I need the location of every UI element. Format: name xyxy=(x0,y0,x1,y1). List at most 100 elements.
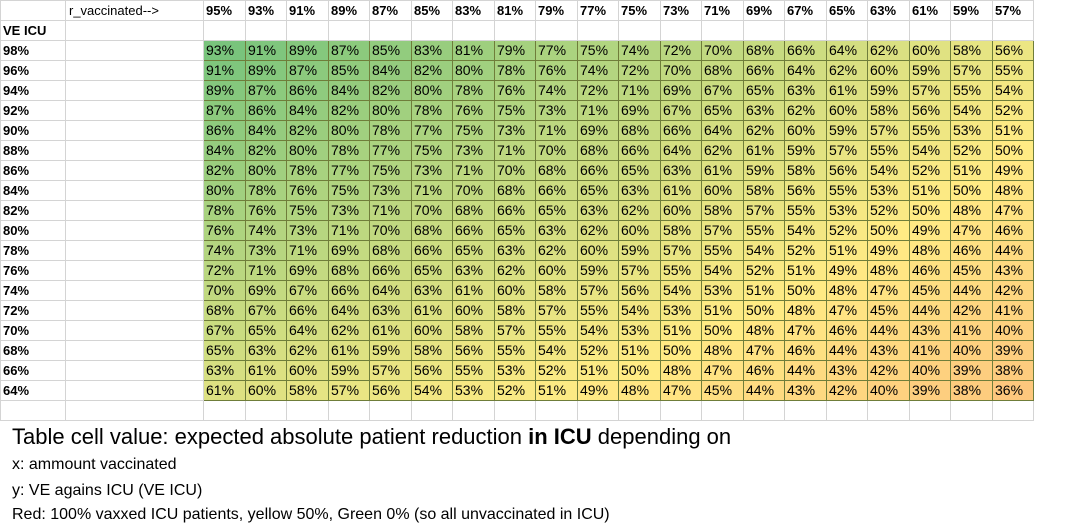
value-cell[interactable]: 60% xyxy=(411,320,453,341)
row-header-cell[interactable]: 88% xyxy=(0,140,66,161)
value-cell[interactable]: 60% xyxy=(909,40,951,61)
value-cell[interactable]: 80% xyxy=(203,180,246,201)
value-cell[interactable]: 63% xyxy=(369,300,412,321)
value-cell[interactable]: 73% xyxy=(535,100,578,121)
value-cell[interactable]: 53% xyxy=(867,180,910,201)
empty-cell[interactable] xyxy=(286,400,329,421)
value-cell[interactable]: 48% xyxy=(950,200,993,221)
value-cell[interactable]: 61% xyxy=(245,360,287,381)
value-cell[interactable]: 51% xyxy=(535,380,578,401)
value-cell[interactable]: 86% xyxy=(203,120,246,141)
value-cell[interactable]: 62% xyxy=(494,260,536,281)
empty-cell[interactable] xyxy=(867,400,910,421)
value-cell[interactable]: 54% xyxy=(660,280,702,301)
value-cell[interactable]: 62% xyxy=(286,340,329,361)
value-cell[interactable]: 76% xyxy=(452,100,495,121)
column-header-cell[interactable]: 87% xyxy=(369,0,412,21)
value-cell[interactable]: 50% xyxy=(701,320,744,341)
value-cell[interactable]: 77% xyxy=(328,160,370,181)
value-cell[interactable]: 82% xyxy=(286,120,329,141)
value-cell[interactable]: 70% xyxy=(535,140,578,161)
value-cell[interactable]: 58% xyxy=(867,100,910,121)
value-cell[interactable]: 49% xyxy=(867,240,910,261)
value-cell[interactable]: 57% xyxy=(618,260,661,281)
empty-cell[interactable] xyxy=(494,400,536,421)
value-cell[interactable]: 47% xyxy=(660,380,702,401)
value-cell[interactable]: 61% xyxy=(411,300,453,321)
column-header-cell[interactable]: 73% xyxy=(660,0,702,21)
value-cell[interactable]: 76% xyxy=(494,80,536,101)
value-cell[interactable]: 67% xyxy=(203,320,246,341)
row-header-cell[interactable]: 90% xyxy=(0,120,66,141)
value-cell[interactable]: 46% xyxy=(826,320,868,341)
empty-cell[interactable] xyxy=(535,400,578,421)
value-cell[interactable]: 76% xyxy=(245,200,287,221)
value-cell[interactable]: 74% xyxy=(618,40,661,61)
value-cell[interactable]: 42% xyxy=(950,300,993,321)
value-cell[interactable]: 63% xyxy=(535,220,578,241)
empty-cell[interactable] xyxy=(203,400,246,421)
value-cell[interactable]: 82% xyxy=(411,60,453,81)
value-cell[interactable]: 87% xyxy=(286,60,329,81)
value-cell[interactable]: 40% xyxy=(950,340,993,361)
empty-cell[interactable] xyxy=(452,20,495,41)
value-cell[interactable]: 60% xyxy=(245,380,287,401)
value-cell[interactable]: 44% xyxy=(992,240,1034,261)
value-cell[interactable]: 44% xyxy=(826,340,868,361)
value-cell[interactable]: 69% xyxy=(286,260,329,281)
value-cell[interactable]: 75% xyxy=(577,40,619,61)
value-cell[interactable]: 53% xyxy=(660,300,702,321)
value-cell[interactable]: 68% xyxy=(577,140,619,161)
value-cell[interactable]: 87% xyxy=(245,80,287,101)
value-cell[interactable]: 52% xyxy=(577,340,619,361)
empty-cell[interactable] xyxy=(245,400,287,421)
value-cell[interactable]: 84% xyxy=(245,120,287,141)
empty-cell[interactable] xyxy=(826,20,868,41)
value-cell[interactable]: 49% xyxy=(909,220,951,241)
empty-cell[interactable] xyxy=(245,20,287,41)
column-header-cell[interactable]: 79% xyxy=(535,0,578,21)
value-cell[interactable]: 52% xyxy=(826,220,868,241)
value-cell[interactable]: 87% xyxy=(328,40,370,61)
value-cell[interactable]: 66% xyxy=(411,240,453,261)
value-cell[interactable]: 57% xyxy=(743,200,785,221)
value-cell[interactable]: 69% xyxy=(577,120,619,141)
column-header-cell[interactable]: 75% xyxy=(618,0,661,21)
value-cell[interactable]: 59% xyxy=(577,260,619,281)
value-cell[interactable]: 84% xyxy=(369,60,412,81)
value-cell[interactable]: 70% xyxy=(660,60,702,81)
value-cell[interactable]: 71% xyxy=(286,240,329,261)
value-cell[interactable]: 51% xyxy=(701,300,744,321)
value-cell[interactable]: 47% xyxy=(743,340,785,361)
empty-cell[interactable] xyxy=(660,400,702,421)
value-cell[interactable]: 70% xyxy=(369,220,412,241)
value-cell[interactable]: 65% xyxy=(618,160,661,181)
value-cell[interactable]: 89% xyxy=(286,40,329,61)
value-cell[interactable]: 66% xyxy=(452,220,495,241)
value-cell[interactable]: 75% xyxy=(328,180,370,201)
value-cell[interactable]: 64% xyxy=(826,40,868,61)
value-cell[interactable]: 57% xyxy=(660,240,702,261)
value-cell[interactable]: 74% xyxy=(535,80,578,101)
value-cell[interactable]: 57% xyxy=(494,320,536,341)
value-cell[interactable]: 48% xyxy=(867,260,910,281)
value-cell[interactable]: 56% xyxy=(452,340,495,361)
empty-cell[interactable] xyxy=(65,120,204,141)
column-header-cell[interactable]: 95% xyxy=(203,0,246,21)
column-header-cell[interactable]: 77% xyxy=(577,0,619,21)
value-cell[interactable]: 58% xyxy=(494,300,536,321)
value-cell[interactable]: 77% xyxy=(411,120,453,141)
empty-cell[interactable] xyxy=(577,400,619,421)
value-cell[interactable]: 54% xyxy=(909,140,951,161)
value-cell[interactable]: 78% xyxy=(203,200,246,221)
value-cell[interactable]: 71% xyxy=(369,200,412,221)
value-cell[interactable]: 55% xyxy=(784,200,827,221)
value-cell[interactable]: 54% xyxy=(992,80,1034,101)
column-header-cell[interactable]: 71% xyxy=(701,0,744,21)
value-cell[interactable]: 66% xyxy=(743,60,785,81)
value-cell[interactable]: 70% xyxy=(411,200,453,221)
value-cell[interactable]: 57% xyxy=(369,360,412,381)
value-cell[interactable]: 40% xyxy=(867,380,910,401)
value-cell[interactable]: 80% xyxy=(369,100,412,121)
value-cell[interactable]: 50% xyxy=(784,280,827,301)
